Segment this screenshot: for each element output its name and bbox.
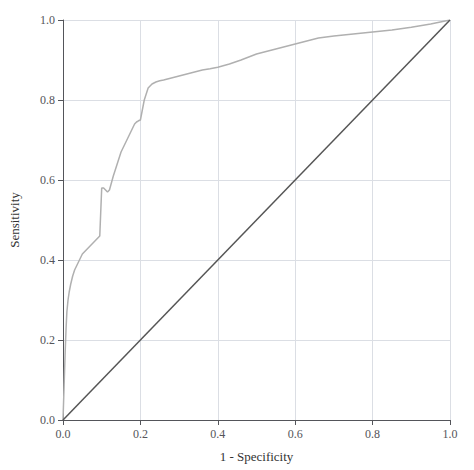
svg-text:0.8: 0.8 (365, 427, 380, 441)
svg-text:Sensitivity: Sensitivity (7, 192, 22, 248)
svg-text:1.0: 1.0 (443, 427, 458, 441)
svg-text:1 - Specificity: 1 - Specificity (220, 449, 294, 464)
svg-text:1.0: 1.0 (40, 13, 55, 27)
svg-text:0.6: 0.6 (40, 173, 55, 187)
svg-text:0.4: 0.4 (210, 427, 225, 441)
svg-text:0.0: 0.0 (56, 427, 71, 441)
svg-text:0.2: 0.2 (133, 427, 148, 441)
svg-text:0.6: 0.6 (288, 427, 303, 441)
svg-text:0.2: 0.2 (40, 333, 55, 347)
svg-text:0.8: 0.8 (40, 93, 55, 107)
svg-text:0.0: 0.0 (40, 413, 55, 427)
svg-text:0.4: 0.4 (40, 253, 55, 267)
